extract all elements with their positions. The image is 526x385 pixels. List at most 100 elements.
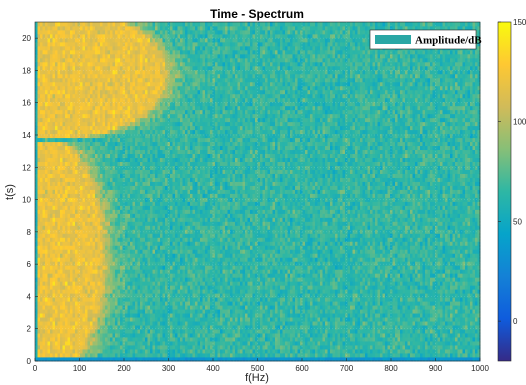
heatmap-cell <box>290 357 293 362</box>
heatmap-cell <box>57 245 61 250</box>
heatmap-cell <box>317 301 321 306</box>
heatmap-cell <box>140 285 143 290</box>
heatmap-cell <box>167 325 171 330</box>
heatmap-cell <box>375 329 378 334</box>
heatmap-cell <box>285 269 288 274</box>
heatmap-cell <box>160 317 163 322</box>
heatmap-cell <box>167 293 171 298</box>
heatmap-cell <box>335 265 338 270</box>
heatmap-cell <box>35 357 38 362</box>
heatmap-cell <box>360 269 363 274</box>
heatmap-cell <box>202 345 206 350</box>
heatmap-cell <box>57 301 61 306</box>
heatmap-cell <box>132 257 136 262</box>
heatmap-cell <box>170 313 173 318</box>
heatmap-cell <box>255 289 258 294</box>
heatmap-cell <box>72 329 76 334</box>
heatmap-cell <box>372 313 376 318</box>
heatmap-cell <box>262 317 266 322</box>
heatmap-cell <box>187 349 191 354</box>
heatmap-cell <box>400 329 403 334</box>
heatmap-cell <box>462 293 466 298</box>
heatmap-cell <box>265 345 268 350</box>
heatmap-cell <box>230 273 233 278</box>
heatmap-cell <box>202 277 206 282</box>
heatmap-cell <box>230 313 233 318</box>
heatmap-cell <box>290 281 293 286</box>
heatmap-cell <box>302 309 306 314</box>
heatmap-cell <box>147 357 151 362</box>
heatmap-cell <box>402 281 406 286</box>
heatmap-cell <box>360 313 363 318</box>
heatmap-cell <box>380 357 383 362</box>
heatmap-cell <box>345 249 348 254</box>
heatmap-cell <box>160 297 163 302</box>
heatmap-cell <box>170 253 173 258</box>
heatmap-cell <box>307 357 311 362</box>
heatmap-cell <box>147 261 151 266</box>
heatmap-cell <box>40 269 43 274</box>
heatmap-cell <box>130 281 133 286</box>
heatmap-cell <box>365 301 368 306</box>
heatmap-cell <box>450 313 453 318</box>
heatmap-cell <box>332 345 336 350</box>
heatmap-cell <box>377 269 381 274</box>
heatmap-cell <box>197 289 201 294</box>
heatmap-cell <box>407 261 411 266</box>
heatmap-cell <box>170 353 173 358</box>
heatmap-cell <box>115 337 118 342</box>
heatmap-cell <box>337 325 341 330</box>
heatmap-cell <box>35 341 38 346</box>
heatmap-cell <box>475 349 478 354</box>
heatmap-cell <box>162 309 166 314</box>
heatmap-cell <box>60 321 63 326</box>
heatmap-cell <box>407 345 411 350</box>
heatmap-cell <box>390 301 393 306</box>
heatmap-cell <box>295 325 298 330</box>
heatmap-cell <box>85 285 88 290</box>
heatmap-cell <box>162 349 166 354</box>
heatmap-cell <box>272 357 276 362</box>
heatmap-cell <box>275 353 278 358</box>
heatmap-cell <box>355 321 358 326</box>
heatmap-cell <box>470 261 473 266</box>
heatmap-cell <box>205 261 208 266</box>
heatmap-cell <box>210 301 213 306</box>
heatmap-cell <box>115 357 118 362</box>
heatmap-cell <box>217 341 221 346</box>
heatmap-cell <box>100 289 103 294</box>
heatmap-cell <box>315 329 318 334</box>
heatmap-cell <box>172 249 176 254</box>
heatmap-cell <box>320 305 323 310</box>
heatmap-cell <box>467 305 471 310</box>
heatmap-cell <box>367 301 371 306</box>
heatmap-cell <box>165 265 168 270</box>
heatmap-cell <box>275 329 278 334</box>
heatmap-cell <box>427 265 431 270</box>
heatmap-cell <box>162 321 166 326</box>
heatmap-cell <box>315 341 318 346</box>
heatmap-cell <box>342 273 346 278</box>
heatmap-cell <box>142 325 146 330</box>
heatmap-cell <box>130 265 133 270</box>
heatmap-cell <box>477 341 481 346</box>
heatmap-cell <box>462 309 466 314</box>
heatmap-cell <box>140 293 143 298</box>
heatmap-cell <box>395 285 398 290</box>
heatmap-cell <box>455 349 458 354</box>
heatmap-cell <box>332 349 336 354</box>
heatmap-cell <box>445 269 448 274</box>
heatmap-cell <box>167 289 171 294</box>
heatmap-cell <box>437 261 441 266</box>
heatmap-cell <box>457 353 461 358</box>
heatmap-cell <box>45 289 48 294</box>
heatmap-cell <box>427 269 431 274</box>
heatmap-cell <box>412 289 416 294</box>
heatmap-cell <box>235 349 238 354</box>
heatmap-cell <box>165 317 168 322</box>
heatmap-cell <box>437 289 441 294</box>
heatmap-cell <box>395 345 398 350</box>
heatmap-cell <box>477 349 481 354</box>
heatmap-cell <box>152 349 156 354</box>
heatmap-cell <box>332 253 336 258</box>
